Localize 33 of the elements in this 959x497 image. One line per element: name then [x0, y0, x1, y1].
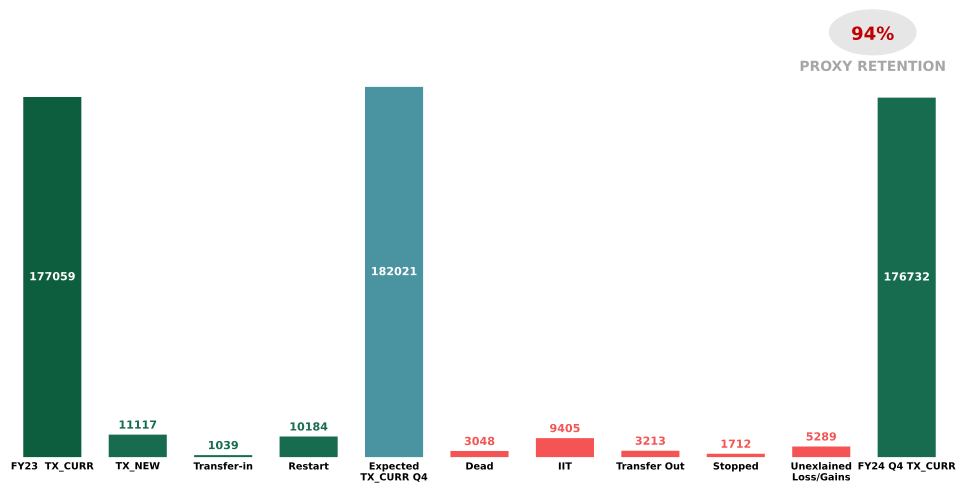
data-label: 3048	[464, 436, 494, 446]
data-label: 11117	[120, 420, 156, 429]
text: 94%	[852, 26, 894, 40]
data-label: 1039	[208, 440, 238, 450]
bar	[878, 98, 936, 458]
x-tick-label: Dead	[466, 462, 493, 470]
x-tick-label: Transfer-in	[193, 462, 252, 470]
x-tick-label: Transfer Out	[616, 462, 684, 470]
data-label: 176732	[884, 272, 929, 281]
x-tick-label: Unexlained Loss/Gains	[791, 462, 852, 482]
text: PROXY RETENTION	[800, 60, 945, 72]
bar	[108, 434, 167, 458]
x-tick-label: TX_NEW	[116, 462, 160, 472]
data-label: 3213	[636, 436, 665, 445]
data-label: 10184	[290, 422, 328, 431]
data-label: 5289	[806, 432, 836, 441]
x-tick-label: Stopped	[714, 462, 758, 472]
x-tick-label: IIT	[558, 462, 572, 470]
x-tick-label: Expected TX_CURR Q4	[360, 462, 428, 483]
bar	[280, 436, 338, 458]
data-label: 177059	[30, 272, 75, 280]
bar	[365, 86, 424, 458]
data-label: 182021	[372, 266, 416, 276]
x-tick-label: Restart	[289, 462, 329, 470]
bar	[450, 451, 509, 458]
data-label: 1712	[722, 439, 750, 448]
bar	[536, 438, 594, 458]
bar	[792, 446, 850, 458]
data-label: 9405	[550, 424, 580, 432]
x-tick-label: FY24 Q4 TX_CURR	[858, 462, 956, 472]
bar	[621, 450, 680, 458]
bar	[23, 97, 82, 458]
x-tick-label: FY23 TX_CURR	[12, 462, 94, 472]
